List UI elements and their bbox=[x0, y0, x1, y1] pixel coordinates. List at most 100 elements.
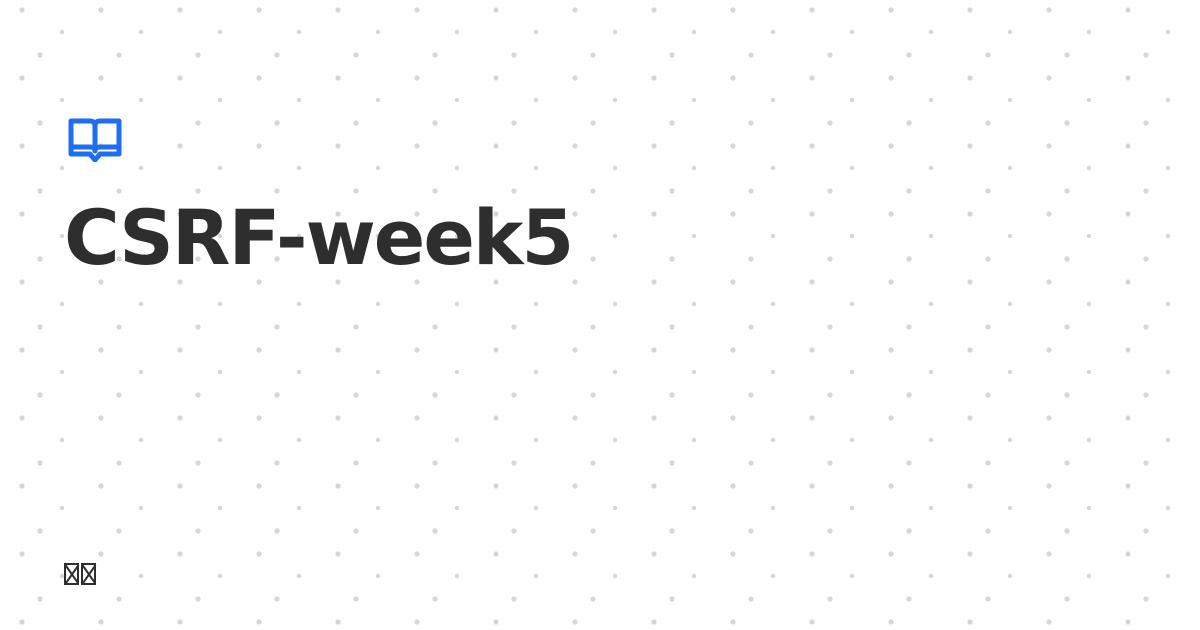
pattern-dot bbox=[296, 29, 302, 35]
pattern-dot bbox=[809, 619, 815, 625]
pattern-dot bbox=[1143, 120, 1149, 126]
pattern-dot bbox=[770, 369, 776, 375]
pattern-dot bbox=[1007, 97, 1013, 103]
pattern-dot bbox=[669, 52, 675, 58]
pattern-dot bbox=[375, 505, 381, 511]
pattern-dot bbox=[217, 505, 223, 511]
pattern-dot bbox=[414, 619, 420, 625]
pattern-dot bbox=[533, 573, 539, 579]
pattern-dot bbox=[590, 52, 596, 58]
pattern-dot bbox=[748, 52, 754, 58]
pattern-dot bbox=[454, 573, 460, 579]
pattern-dot bbox=[37, 188, 43, 194]
pattern-dot bbox=[1046, 7, 1052, 13]
pattern-dot bbox=[414, 483, 420, 489]
pattern-dot bbox=[177, 75, 183, 81]
pattern-dot bbox=[98, 7, 104, 13]
pattern-dot bbox=[849, 301, 855, 307]
pattern-dot bbox=[770, 505, 776, 511]
pattern-dot bbox=[730, 211, 736, 217]
pattern-dot bbox=[454, 233, 460, 239]
pattern-dot bbox=[1125, 279, 1131, 285]
pattern-dot bbox=[454, 165, 460, 171]
pattern-dot bbox=[375, 29, 381, 35]
pattern-dot bbox=[19, 7, 25, 13]
pattern-dot bbox=[827, 460, 833, 466]
pattern-dot bbox=[928, 165, 934, 171]
pattern-dot bbox=[37, 52, 43, 58]
pattern-dot bbox=[217, 29, 223, 35]
pattern-dot bbox=[19, 143, 25, 149]
pattern-dot bbox=[1165, 29, 1171, 35]
pattern-dot bbox=[37, 596, 43, 602]
pattern-dot bbox=[1086, 505, 1092, 511]
pattern-dot bbox=[1125, 551, 1131, 557]
pattern-dot bbox=[590, 528, 596, 534]
pattern-dot bbox=[730, 619, 736, 625]
pattern-dot bbox=[454, 97, 460, 103]
pattern-dot bbox=[590, 120, 596, 126]
pattern-dot bbox=[888, 415, 894, 421]
pattern-dot bbox=[414, 7, 420, 13]
pattern-dot bbox=[985, 188, 991, 194]
pattern-dot bbox=[1165, 233, 1171, 239]
pattern-dot bbox=[1143, 52, 1149, 58]
pattern-dot bbox=[1064, 188, 1070, 194]
pattern-dot bbox=[217, 437, 223, 443]
pattern-dot bbox=[59, 165, 65, 171]
pattern-dot bbox=[19, 347, 25, 353]
pattern-dot bbox=[1007, 505, 1013, 511]
pattern-dot bbox=[1086, 369, 1092, 375]
pattern-dot bbox=[177, 7, 183, 13]
pattern-dot bbox=[1064, 256, 1070, 262]
pattern-dot bbox=[37, 460, 43, 466]
pattern-dot bbox=[116, 460, 122, 466]
pattern-dot bbox=[669, 324, 675, 330]
pattern-dot bbox=[1064, 52, 1070, 58]
pattern-dot bbox=[1046, 415, 1052, 421]
book-open-icon bbox=[68, 118, 122, 162]
pattern-dot bbox=[748, 596, 754, 602]
pattern-dot bbox=[849, 233, 855, 239]
pattern-dot bbox=[116, 52, 122, 58]
pattern-dot bbox=[809, 279, 815, 285]
pattern-dot bbox=[849, 437, 855, 443]
pattern-dot bbox=[274, 392, 280, 398]
pattern-dot bbox=[432, 52, 438, 58]
pattern-dot bbox=[533, 301, 539, 307]
pattern-dot bbox=[138, 29, 144, 35]
pattern-dot bbox=[533, 369, 539, 375]
pattern-dot bbox=[195, 460, 201, 466]
pattern-dot bbox=[1046, 483, 1052, 489]
pattern-dot bbox=[1086, 437, 1092, 443]
pattern-dot bbox=[138, 505, 144, 511]
pattern-dot bbox=[375, 573, 381, 579]
pattern-dot bbox=[432, 460, 438, 466]
pattern-dot bbox=[1125, 211, 1131, 217]
pattern-dot bbox=[888, 7, 894, 13]
pattern-dot bbox=[669, 256, 675, 262]
pattern-dot bbox=[511, 52, 517, 58]
pattern-dot bbox=[256, 415, 262, 421]
pattern-dot bbox=[256, 7, 262, 13]
pattern-dot bbox=[533, 97, 539, 103]
pattern-dot bbox=[19, 211, 25, 217]
pattern-dot bbox=[1125, 619, 1131, 625]
pattern-dot bbox=[1125, 483, 1131, 489]
pattern-dot bbox=[177, 347, 183, 353]
pattern-dot bbox=[274, 324, 280, 330]
pattern-dot bbox=[572, 211, 578, 217]
pattern-dot bbox=[432, 596, 438, 602]
pattern-dot bbox=[748, 120, 754, 126]
pattern-dot bbox=[511, 528, 517, 534]
pattern-dot bbox=[770, 233, 776, 239]
pattern-dot bbox=[98, 211, 104, 217]
pattern-dot bbox=[59, 29, 65, 35]
pattern-dot bbox=[612, 29, 618, 35]
pattern-dot bbox=[928, 369, 934, 375]
pattern-dot bbox=[985, 596, 991, 602]
pattern-dot bbox=[928, 573, 934, 579]
pattern-dot bbox=[849, 165, 855, 171]
pattern-dot bbox=[572, 347, 578, 353]
pattern-dot bbox=[730, 7, 736, 13]
